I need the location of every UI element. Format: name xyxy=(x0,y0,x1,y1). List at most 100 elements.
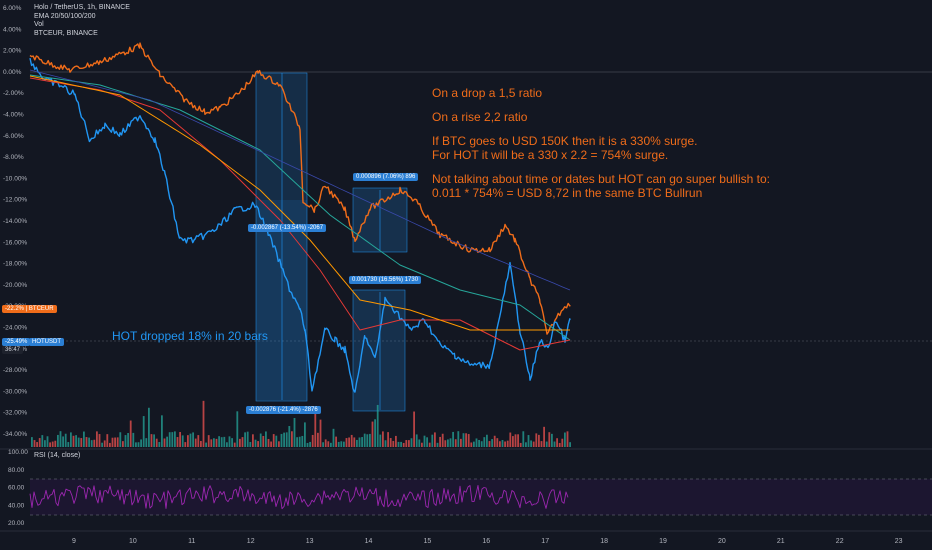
volume-bar xyxy=(551,433,553,447)
legend-ema: EMA 20/50/100/200 xyxy=(34,12,96,20)
volume-bar xyxy=(418,439,421,447)
volume-bar xyxy=(473,441,475,447)
volume-bar xyxy=(137,442,140,447)
volume-bar xyxy=(150,434,153,447)
volume-bar xyxy=(470,442,473,447)
volume-bar xyxy=(36,442,38,447)
measure-box-hot-rise xyxy=(352,289,406,412)
note-btc-surge: If BTC goes to USD 150K then it is a 330… xyxy=(432,134,698,148)
btceur-price-tag: -22.2% | BTCEUR xyxy=(2,305,57,313)
volume-bar xyxy=(278,441,280,447)
volume-bar xyxy=(187,435,189,447)
volume-bar xyxy=(142,416,145,447)
volume-bar xyxy=(556,438,558,447)
legend-compare: BTCEUR, BINANCE xyxy=(34,29,98,37)
volume-bar xyxy=(389,438,392,447)
volume-bar xyxy=(122,441,124,447)
volume-bar xyxy=(90,440,93,447)
volume-bar xyxy=(558,442,561,447)
rsi-tick-label: 100.00 xyxy=(8,449,28,456)
volume-bar xyxy=(200,440,202,447)
volume-bar xyxy=(499,441,501,447)
y-tick-label: -30.00% xyxy=(3,388,27,395)
volume-bar xyxy=(246,431,249,447)
hot-drop-note: HOT dropped 18% in 20 bars xyxy=(112,329,268,343)
volume-bar xyxy=(75,435,77,447)
volume-bar xyxy=(322,442,324,447)
volume-bar xyxy=(410,438,413,447)
volume-bar xyxy=(179,432,181,447)
volume-bar xyxy=(423,435,426,447)
volume-bar xyxy=(49,442,51,447)
volume-bar xyxy=(259,433,262,447)
ema-teal-line xyxy=(29,74,571,341)
volume-bar xyxy=(252,434,254,447)
volume-bar xyxy=(54,440,57,447)
rsi-label: RSI (14, close) xyxy=(34,452,81,459)
volume-bar xyxy=(525,442,527,447)
volume-bar xyxy=(408,440,410,447)
volume-bar xyxy=(538,434,540,447)
volume-bar xyxy=(428,442,431,447)
y-tick-label: -14.00% xyxy=(3,218,27,225)
y-tick-label: -34.00% xyxy=(3,431,27,438)
volume-bar xyxy=(181,435,184,447)
volume-bar xyxy=(70,432,72,447)
volume-bar xyxy=(480,441,483,447)
volume-bar xyxy=(314,407,317,447)
volume-bar xyxy=(111,437,114,447)
hot-time-tag: 36:47 xyxy=(2,346,24,354)
volume-bar xyxy=(343,441,345,447)
volume-bar xyxy=(467,434,470,447)
volume-bar xyxy=(486,434,488,447)
volume-bar xyxy=(527,435,530,447)
volume-bar xyxy=(348,437,350,447)
volume-bar xyxy=(166,436,168,447)
volume-bar xyxy=(93,439,96,447)
volume-bar xyxy=(501,440,504,447)
x-tick-label: 21 xyxy=(777,538,785,545)
hot-pct-tag: -25.49% xyxy=(2,338,31,346)
volume-bar xyxy=(106,434,109,447)
volume-bar xyxy=(148,407,150,447)
volume-bar xyxy=(197,435,200,447)
volume-bar xyxy=(296,437,298,447)
volume-bar xyxy=(288,426,291,447)
rsi-tick-label: 80.00 xyxy=(8,467,25,474)
note-hot-surge: For HOT it will be a 330 x 2.2 = 754% su… xyxy=(432,148,669,162)
volume-bar xyxy=(194,438,197,447)
volume-bar xyxy=(449,438,452,447)
volume-bar xyxy=(543,426,545,447)
volume-bar xyxy=(285,432,288,447)
volume-bar xyxy=(561,438,564,447)
volume-bar xyxy=(213,438,215,447)
volume-bar xyxy=(135,442,137,447)
volume-bar xyxy=(496,438,499,447)
x-tick-label: 18 xyxy=(600,538,608,545)
volume-bar xyxy=(530,440,532,447)
hot-line xyxy=(29,57,571,393)
volume-bar xyxy=(85,437,88,447)
volume-bar xyxy=(220,437,223,447)
volume-bar xyxy=(67,442,70,447)
y-tick-label: -4.00% xyxy=(3,112,24,119)
volume-bar xyxy=(202,400,205,447)
volume-bar xyxy=(332,428,335,447)
volume-bar xyxy=(509,432,512,447)
volume-bar xyxy=(483,437,486,447)
rsi-band xyxy=(30,479,932,515)
volume-bar xyxy=(311,434,314,447)
volume-bar xyxy=(353,437,356,447)
volume-bar xyxy=(465,433,467,447)
volume-bar xyxy=(153,434,155,447)
volume-bar xyxy=(462,433,465,447)
volume-bar xyxy=(337,441,340,447)
note-target: 0.011 * 754% = USD 8,72 in the same BTC … xyxy=(432,186,703,200)
volume-bar xyxy=(301,435,304,447)
x-tick-label: 17 xyxy=(541,538,549,545)
volume-bar xyxy=(270,441,272,447)
note-rise-ratio: On a rise 2,2 ratio xyxy=(432,110,528,124)
volume-bar xyxy=(379,434,382,447)
volume-bar xyxy=(395,435,397,447)
